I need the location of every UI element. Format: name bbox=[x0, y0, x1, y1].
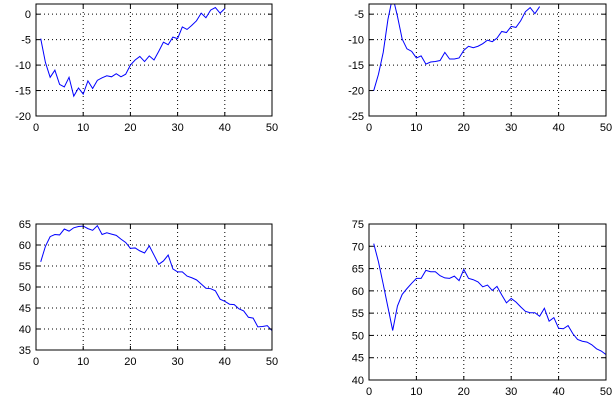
x-tick-label: 20 bbox=[458, 122, 470, 134]
y-tick-label: 40 bbox=[352, 375, 364, 387]
y-tick-label: 0 bbox=[25, 9, 31, 21]
y-tick-label: 40 bbox=[19, 324, 31, 336]
y-tick-label: -10 bbox=[348, 35, 364, 47]
y-tick-label: 45 bbox=[352, 353, 364, 365]
series-line bbox=[373, 243, 606, 355]
x-tick-label: 0 bbox=[366, 122, 372, 134]
y-tick-label: -25 bbox=[348, 111, 364, 123]
y-tick-label: 75 bbox=[352, 219, 364, 231]
plot-frame bbox=[368, 223, 607, 381]
y-tick-label: 50 bbox=[19, 282, 31, 294]
x-tick-label: 20 bbox=[458, 386, 470, 398]
x-tick-label: 30 bbox=[505, 122, 517, 134]
x-tick-label: 50 bbox=[600, 122, 612, 134]
x-tick-label: 30 bbox=[505, 386, 517, 398]
series-line bbox=[40, 224, 272, 332]
x-tick-label: 20 bbox=[124, 356, 136, 368]
y-tick-label: -5 bbox=[354, 9, 364, 21]
x-tick-label: 50 bbox=[266, 356, 278, 368]
y-tick-label: 60 bbox=[352, 286, 364, 298]
y-tick-label: 55 bbox=[352, 308, 364, 320]
plot-frame bbox=[35, 3, 273, 117]
x-tick-label: 30 bbox=[171, 122, 183, 134]
y-tick-label: -10 bbox=[15, 60, 31, 72]
chart-bottom-right: 0 10 20 30 40 50 40 45 50 55 60 65 70 75 bbox=[352, 219, 612, 398]
y-tick-label: 70 bbox=[352, 241, 364, 253]
x-tick-label: 20 bbox=[124, 122, 136, 134]
x-tick-label: 0 bbox=[33, 356, 39, 368]
x-tick-label: 10 bbox=[77, 122, 89, 134]
y-tick-label: 65 bbox=[19, 219, 31, 231]
y-tick-label: -20 bbox=[15, 111, 31, 123]
x-tick-label: 50 bbox=[600, 386, 612, 398]
series-line bbox=[40, 6, 226, 98]
x-tick-label: 10 bbox=[77, 356, 89, 368]
chart-bottom-left: 0 10 20 30 40 50 35 40 45 50 55 60 65 bbox=[19, 219, 278, 368]
x-tick-label: 0 bbox=[366, 386, 372, 398]
y-tick-label: -5 bbox=[21, 35, 31, 47]
x-tick-label: 40 bbox=[219, 122, 231, 134]
y-tick-label: 65 bbox=[352, 264, 364, 276]
y-tick-label: 60 bbox=[19, 240, 31, 252]
y-tick-label: 35 bbox=[19, 345, 31, 357]
y-tick-label: 55 bbox=[19, 261, 31, 273]
x-tick-label: 40 bbox=[219, 356, 231, 368]
chart-top-left: 0 10 20 30 40 50 -20 -15 -10 -5 0 bbox=[15, 3, 278, 134]
plot-frame bbox=[368, 3, 607, 117]
x-tick-label: 10 bbox=[410, 386, 422, 398]
y-tick-label: 50 bbox=[352, 330, 364, 342]
x-tick-label: 30 bbox=[171, 356, 183, 368]
y-tick-label: -20 bbox=[348, 86, 364, 98]
y-tick-label: -15 bbox=[15, 86, 31, 98]
series-line bbox=[373, 4, 541, 91]
x-tick-label: 0 bbox=[33, 122, 39, 134]
x-tick-label: 10 bbox=[410, 122, 422, 134]
x-tick-label: 40 bbox=[552, 386, 564, 398]
x-tick-label: 40 bbox=[552, 122, 564, 134]
y-tick-label: 45 bbox=[19, 303, 31, 315]
y-tick-label: -15 bbox=[348, 60, 364, 72]
x-tick-label: 50 bbox=[266, 122, 278, 134]
chart-top-right: 0 10 20 30 40 50 -25 -20 -15 -10 -5 bbox=[348, 3, 612, 134]
